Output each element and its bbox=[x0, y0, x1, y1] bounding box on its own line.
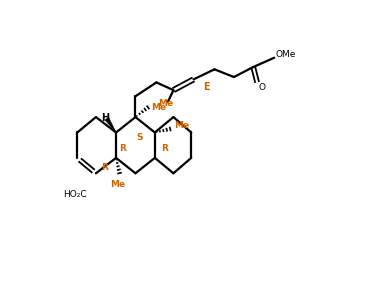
Text: HO₂C: HO₂C bbox=[63, 190, 87, 199]
Text: H: H bbox=[101, 113, 109, 123]
Text: R: R bbox=[161, 144, 168, 153]
Text: OMe: OMe bbox=[276, 50, 296, 59]
Text: E: E bbox=[203, 82, 210, 92]
Text: Me: Me bbox=[110, 179, 125, 188]
Text: Me: Me bbox=[174, 121, 189, 130]
Text: S: S bbox=[137, 133, 143, 142]
Text: R: R bbox=[119, 144, 126, 153]
Polygon shape bbox=[105, 117, 116, 132]
Text: O: O bbox=[258, 83, 265, 92]
Text: Me: Me bbox=[151, 103, 166, 112]
Text: Me: Me bbox=[158, 99, 173, 108]
Text: R: R bbox=[101, 163, 108, 173]
